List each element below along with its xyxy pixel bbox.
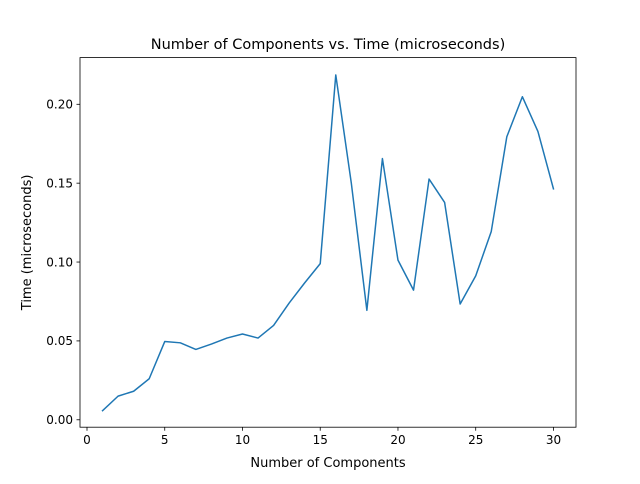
y-tick-label: 0.10 <box>46 255 73 269</box>
x-tick-label: 15 <box>313 433 328 447</box>
plot-area <box>80 57 576 428</box>
x-tick-label: 30 <box>546 433 561 447</box>
plot-background <box>80 57 576 428</box>
y-axis-label: Time (microseconds) <box>20 175 35 312</box>
y-tick-label: 0.00 <box>46 413 73 427</box>
chart-title: Number of Components vs. Time (microseco… <box>151 37 505 53</box>
x-tick-label: 25 <box>468 433 483 447</box>
y-axis: 0.00 0.05 0.10 0.15 0.20 <box>46 98 80 427</box>
x-tick-label: 0 <box>83 433 91 447</box>
y-tick-label: 0.05 <box>46 334 73 348</box>
series-layer <box>101 74 555 412</box>
y-tick-label: 0.15 <box>46 176 73 190</box>
x-axis: 0 5 10 15 20 25 30 <box>83 427 561 447</box>
series-line-0 <box>101 74 555 412</box>
x-tick-label: 5 <box>161 433 169 447</box>
x-tick-label: 20 <box>390 433 405 447</box>
y-tick-label: 0.20 <box>46 98 73 112</box>
plot-frame <box>79 57 577 428</box>
x-tick-label: 10 <box>235 433 250 447</box>
x-axis-label: Number of Components <box>250 456 405 471</box>
